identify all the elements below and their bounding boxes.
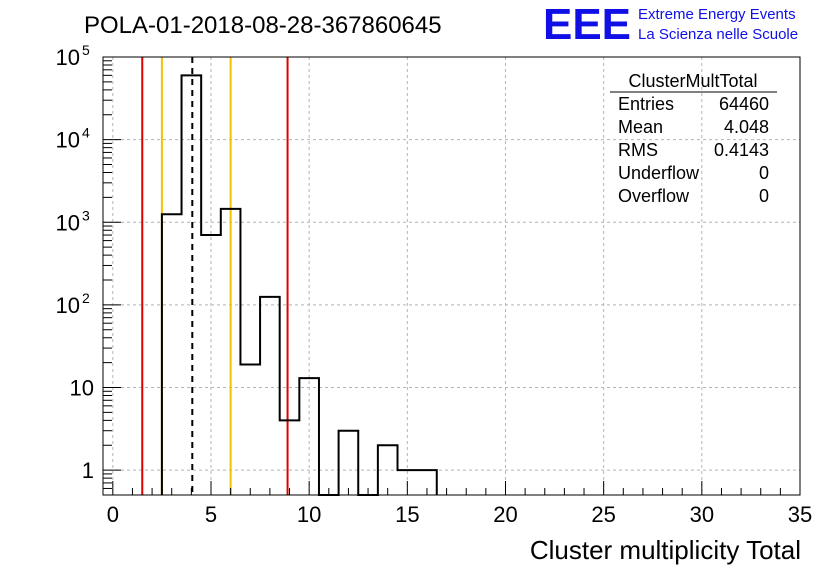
histogram-bin	[299, 378, 319, 495]
histogram-bin	[260, 297, 280, 495]
y-tick-exponent: 5	[82, 42, 90, 58]
y-tick-label: 10	[56, 128, 80, 153]
x-tick-label: 10	[297, 502, 321, 527]
chart-title: POLA-01-2018-08-28-367860645	[84, 12, 442, 39]
stats-label: RMS	[618, 140, 658, 160]
stats-value: 0.4143	[714, 140, 769, 160]
axis-ticks	[103, 56, 801, 496]
y-tick-label: 10	[56, 45, 80, 70]
histogram-bin	[162, 214, 182, 495]
histogram-bin	[378, 445, 398, 495]
eee-logo: EEE Extreme Energy Events La Scienza nel…	[543, 0, 798, 49]
y-tick-label: 10	[56, 210, 80, 235]
stats-value: 64460	[719, 94, 769, 114]
x-tick-label: 30	[690, 502, 714, 527]
x-tick-label: 0	[107, 502, 119, 527]
stats-value: 0	[759, 163, 769, 183]
histogram-outline	[160, 74, 438, 496]
y-tick-exponent: 2	[82, 290, 90, 306]
x-tick-label: 35	[788, 502, 812, 527]
eee-logo-line2: La Scienza nelle Scuole	[638, 26, 798, 43]
y-tick-exponent: 4	[82, 125, 90, 141]
eee-logo-line1: Extreme Energy Events	[638, 6, 796, 23]
histogram-bin	[201, 235, 221, 495]
x-axis-label: Cluster multiplicity Total	[530, 535, 801, 565]
stats-label: Overflow	[618, 186, 690, 206]
stats-box: ClusterMultTotal Entries 64460 Mean 4.048 RM…	[610, 71, 777, 206]
stats-label: Underflow	[618, 163, 700, 183]
x-tick-label: 25	[591, 502, 615, 527]
stats-value: 0	[759, 186, 769, 206]
stats-label: Mean	[618, 117, 663, 137]
histogram-bins	[160, 74, 438, 496]
stats-label: Entries	[618, 94, 674, 114]
stats-title: ClusterMultTotal	[628, 71, 757, 91]
eee-logo-letters: EEE	[543, 0, 631, 49]
y-tick-exponent: 3	[82, 207, 90, 223]
histogram-bin	[221, 209, 241, 495]
histogram-bin	[240, 364, 260, 495]
stats-rows: Entries 64460 Mean 4.048 RMS 0.4143 Underflow 0…	[618, 94, 769, 206]
x-tick-label: 5	[205, 502, 217, 527]
plot-frame	[102, 56, 801, 496]
x-tick-label: 15	[395, 502, 419, 527]
histogram-bin	[182, 75, 202, 495]
histogram-bin	[339, 431, 359, 495]
x-tick-label: 20	[493, 502, 517, 527]
y-tick-label: 1	[82, 458, 94, 483]
histogram-bin	[280, 420, 300, 495]
y-tick-label: 10	[56, 293, 80, 318]
y-tick-label: 10	[70, 376, 94, 401]
stats-value: 4.048	[724, 117, 769, 137]
